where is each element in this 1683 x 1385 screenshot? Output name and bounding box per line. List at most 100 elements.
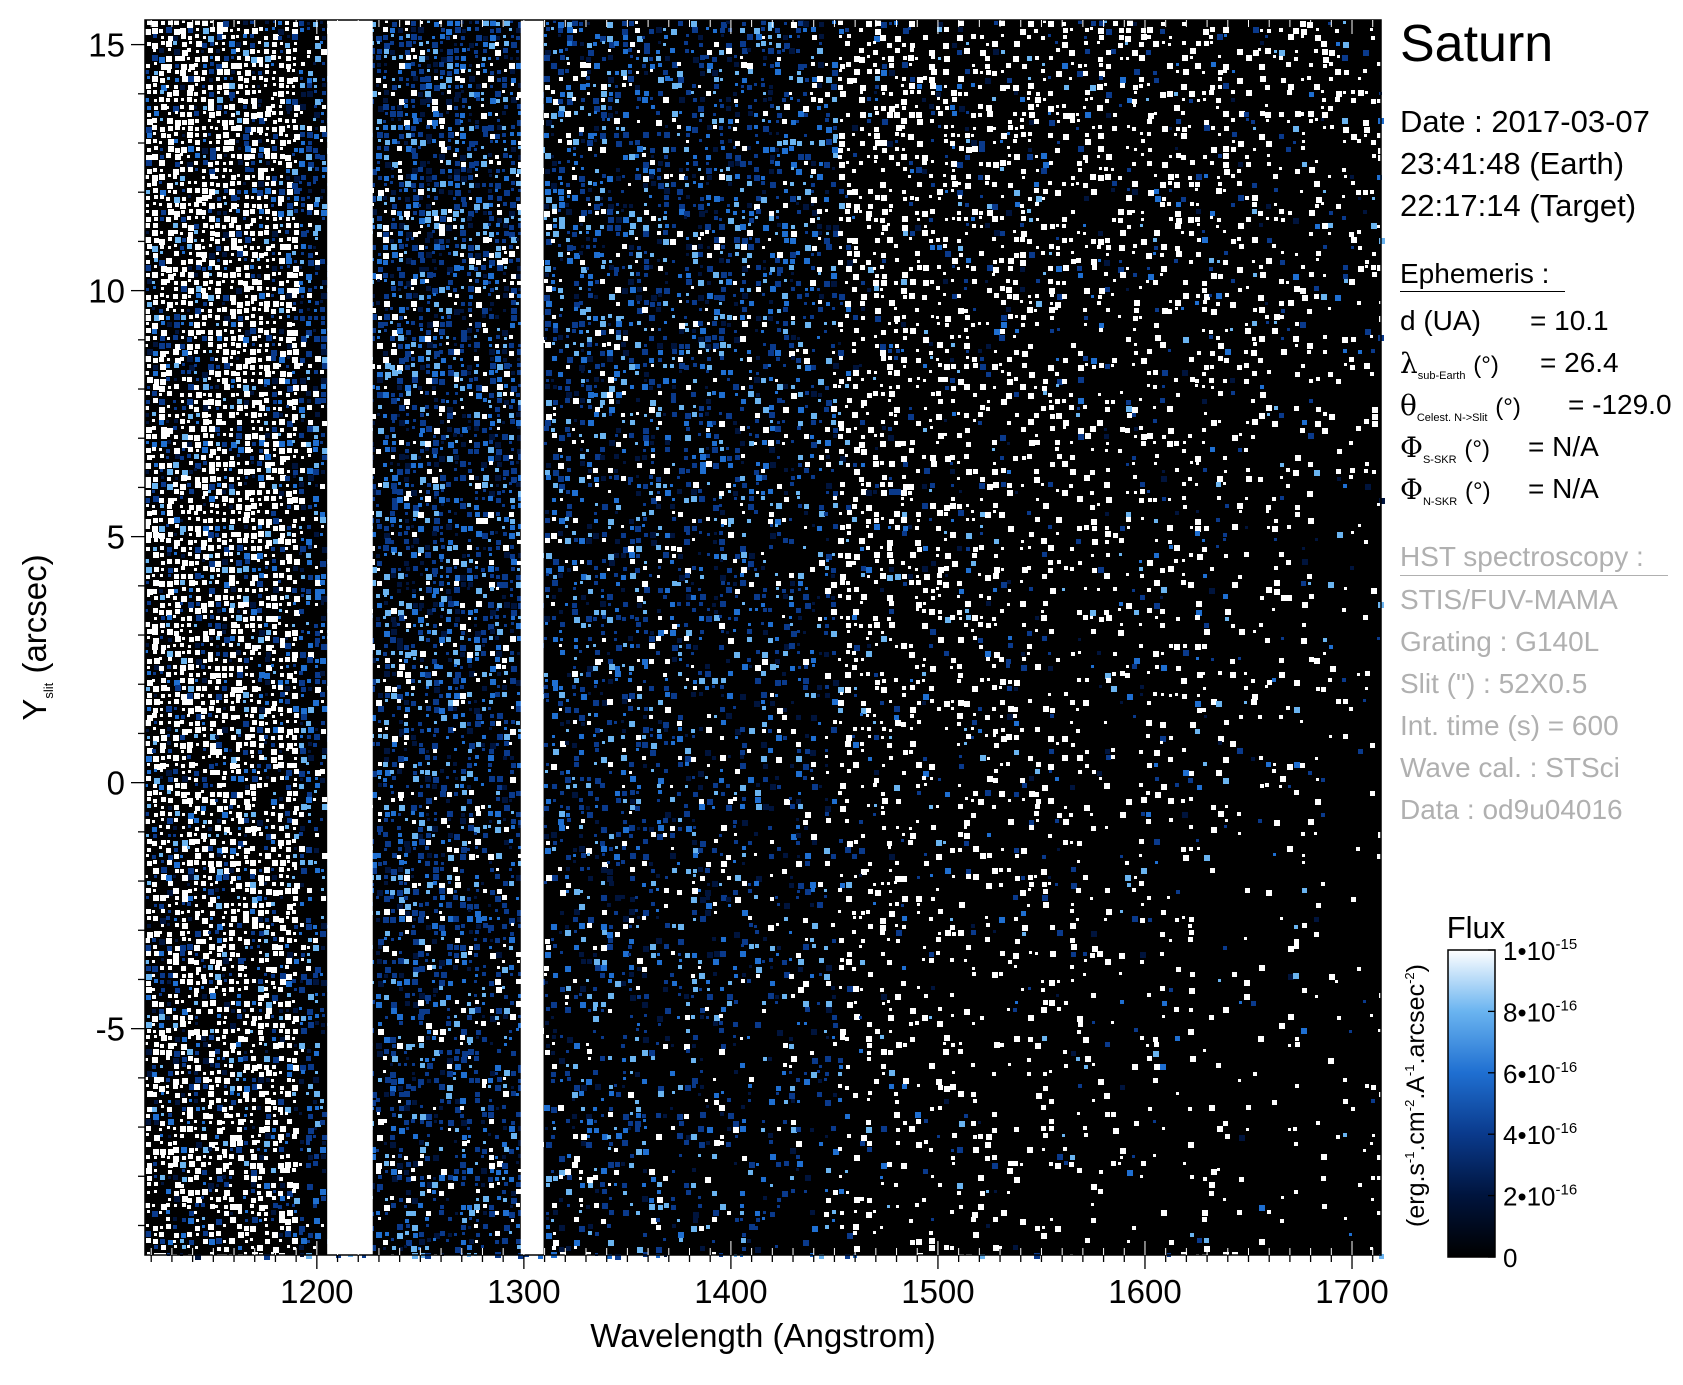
flux-pixel: [236, 1113, 240, 1117]
flux-pixel: [147, 748, 153, 754]
flux-pixel: [266, 967, 271, 972]
flux-pixel: [145, 1203, 150, 1208]
flux-pixel: [377, 665, 380, 668]
flux-pixel: [231, 154, 235, 158]
flux-pixel: [287, 559, 292, 564]
flux-pixel: [229, 461, 235, 467]
flux-pixel: [292, 343, 297, 348]
flux-pixel: [252, 526, 256, 530]
flux-pixel: [154, 1156, 157, 1159]
flux-pixel: [306, 595, 311, 600]
flux-pixel: [280, 776, 284, 780]
flux-pixel: [251, 1198, 256, 1203]
flux-pixel: [272, 603, 278, 609]
flux-pixel: [166, 420, 169, 423]
flux-pixel: [189, 209, 193, 213]
flux-pixel: [194, 454, 199, 459]
flux-pixel: [292, 1085, 298, 1091]
flux-pixel: [251, 161, 255, 165]
flux-pixel: [280, 860, 286, 866]
flux-pixel: [266, 490, 270, 494]
flux-pixel: [175, 559, 180, 564]
flux-pixel: [180, 112, 185, 117]
flux-pixel: [181, 658, 187, 664]
flux-pixel: [236, 650, 241, 655]
flux-pixel: [301, 708, 307, 714]
flux-pixel: [180, 232, 183, 235]
flux-pixel: [285, 643, 291, 649]
flux-pixel: [292, 1168, 296, 1172]
flux-pixel: [231, 818, 234, 821]
flux-pixel: [203, 1077, 209, 1083]
flux-pixel: [152, 412, 156, 416]
flux-pixel: [250, 365, 255, 370]
flux-pixel: [224, 216, 230, 222]
flux-pixel: [294, 392, 297, 395]
flux-pixel: [209, 169, 215, 175]
flux-pixel: [320, 370, 324, 374]
flux-pixel: [209, 462, 215, 468]
flux-pixel: [244, 400, 249, 405]
flux-pixel: [159, 721, 163, 725]
flux-pixel: [210, 643, 213, 646]
flux-pixel: [230, 356, 233, 359]
flux-pixel: [210, 839, 216, 845]
flux-pixel: [251, 1070, 254, 1073]
flux-pixel: [294, 113, 298, 117]
flux-pixel: [238, 1036, 244, 1042]
flux-pixel: [321, 344, 326, 349]
flux-pixel: [385, 308, 388, 311]
flux-pixel: [236, 560, 242, 566]
flux-pixel: [160, 379, 166, 385]
flux-pixel: [259, 216, 262, 219]
flux-pixel: [161, 1204, 167, 1210]
flux-pixel: [187, 1205, 191, 1209]
flux-pixel: [230, 848, 236, 854]
flux-pixel: [257, 1084, 262, 1089]
flux-pixel: [300, 854, 304, 858]
flux-pixel: [287, 1078, 291, 1082]
flux-pixel: [273, 916, 279, 922]
flux-pixel: [167, 890, 173, 896]
flux-pixel: [174, 568, 178, 572]
flux-pixel: [187, 616, 192, 621]
flux-pixel: [230, 309, 236, 315]
flux-pixel: [292, 307, 296, 311]
flux-pixel: [371, 868, 377, 874]
flux-pixel: [215, 504, 219, 508]
flux-pixel: [173, 41, 177, 45]
flux-pixel: [161, 678, 166, 683]
flux-pixel: [320, 1099, 324, 1103]
flux-pixel: [257, 820, 263, 826]
flux-pixel: [147, 113, 151, 117]
flux-pixel: [230, 603, 235, 608]
flux-pixel: [166, 1224, 171, 1229]
flux-pixel: [209, 561, 215, 567]
flux-pixel: [187, 699, 193, 705]
flux-pixel: [194, 896, 197, 899]
flux-pixel: [146, 1224, 149, 1227]
flux-pixel: [189, 1240, 194, 1245]
flux-pixel: [216, 742, 222, 748]
flux-pixel: [152, 1001, 158, 1007]
flux-pixel: [147, 770, 151, 774]
flux-pixel: [168, 386, 171, 389]
flux-pixel: [272, 1029, 276, 1033]
flux-pixel: [320, 589, 325, 594]
flux-pixel: [160, 714, 163, 717]
flux-pixel: [231, 701, 234, 704]
flux-pixel: [209, 216, 215, 222]
flux-pixel: [222, 841, 225, 844]
flux-pixel: [167, 1126, 170, 1129]
flux-pixel: [195, 1148, 198, 1151]
flux-pixel: [153, 358, 158, 363]
flux-pixel: [258, 413, 262, 417]
flux-pixel: [160, 973, 165, 978]
flux-pixel: [216, 1168, 222, 1174]
flux-pixel: [322, 161, 326, 165]
flux-pixel: [301, 945, 306, 950]
flux-pixel: [181, 260, 186, 265]
flux-pixel: [286, 223, 291, 228]
flux-pixel: [251, 412, 257, 418]
flux-pixel: [229, 231, 235, 237]
